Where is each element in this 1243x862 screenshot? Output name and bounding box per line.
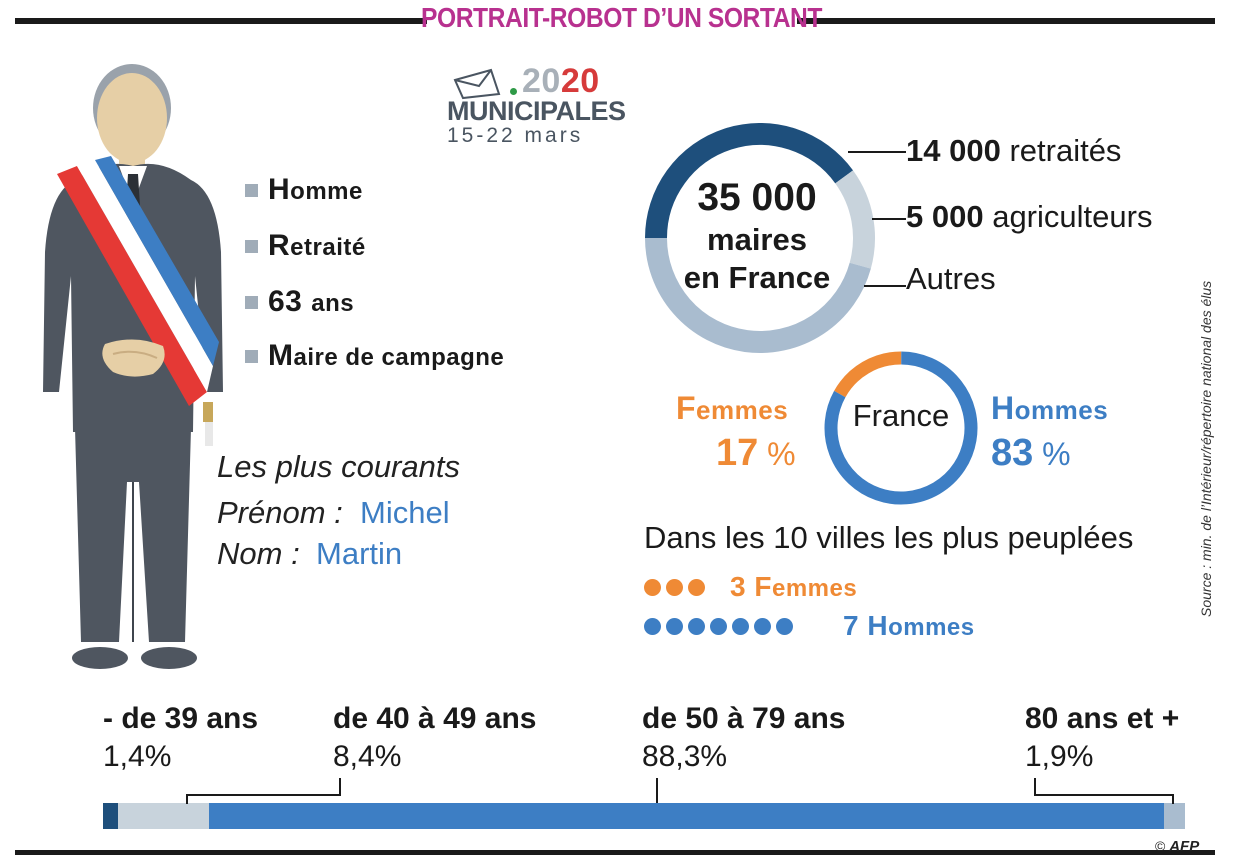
label-agriculteurs: 5 000 agriculteurs (906, 199, 1153, 234)
logo-municipales: MUNICIPALES (447, 96, 626, 126)
connector-80-right (1172, 794, 1174, 804)
footer-rule (15, 850, 1215, 855)
age-label-40-49: de 40 à 49 ans (333, 702, 537, 735)
age-label-50-79: de 50 à 79 ans (642, 702, 846, 735)
femmes-dots (644, 579, 705, 596)
hommes-percent: 83 % (991, 432, 1071, 474)
femmes-dot (666, 579, 683, 596)
logo-dates: 15-22 mars (447, 124, 584, 147)
hommes-dot (666, 618, 683, 635)
connector-40-49-h (186, 794, 341, 796)
hommes-dot (644, 618, 661, 635)
last-name-label: Nom : (217, 536, 300, 571)
connector-80-left (1034, 778, 1036, 796)
profile-bullet-homme: Homme (245, 172, 575, 208)
mayors-total-number: 35 000 (697, 176, 817, 219)
bullet-square (245, 295, 258, 309)
age-segment-40-49 (118, 803, 210, 829)
hommes-dot (776, 618, 793, 635)
mayors-total-line1: maires (707, 222, 807, 257)
donut-slice-agriculteurs (835, 170, 875, 269)
age-label-under-39: - de 39 ans (103, 702, 259, 735)
logo-year: 2020 (522, 62, 600, 100)
femmes-label: Femmes (676, 390, 789, 426)
hommes-dot (688, 618, 705, 635)
connector-40-49-left (186, 794, 188, 804)
age-segment-under-39 (103, 803, 119, 829)
afp-credit: © AFP (1155, 838, 1200, 855)
profile-bullet-retraite: Retraité (245, 228, 575, 264)
age-value-50-79: 88,3% (642, 740, 728, 773)
mayors-donut-chart (645, 123, 875, 353)
header-rule-left (15, 18, 427, 24)
donut-slice-hommes (824, 351, 978, 505)
villes-title: Dans les 10 villes les plus peuplées (644, 520, 1134, 555)
profile-bullet-age: 63 ans (245, 284, 575, 320)
common-names-heading: Les plus courants (217, 449, 460, 484)
age-value-40-49: 8,4% (333, 740, 402, 773)
femmes-count-label: 3 Femmes (730, 571, 858, 602)
hommes-count-label: 7 Hommes (843, 610, 975, 641)
age-value-80-plus: 1,9% (1025, 740, 1094, 773)
first-name-value: Michel (360, 495, 450, 530)
connector-40-49-up (339, 778, 341, 796)
femmes-percent: 17 % (716, 432, 796, 474)
last-name-value: Martin (316, 536, 403, 571)
bullet-square (245, 183, 258, 197)
mayor-figure-illustration (43, 64, 223, 669)
age-value-under-39: 1,4% (103, 740, 172, 773)
femmes-dot (688, 579, 705, 596)
first-name-label: Prénom : (217, 495, 343, 530)
femmes-dot (644, 579, 661, 596)
bullet-square (245, 349, 258, 363)
label-autres: Autres (906, 261, 996, 296)
header-rule-right (797, 18, 1215, 24)
hommes-dot (732, 618, 749, 635)
source-note: Source : min. de l’Intérieur/répertoire … (1198, 280, 1214, 617)
gender-donut-center: France (852, 398, 950, 433)
connector-80-h (1034, 794, 1174, 796)
donut-slice-autres (645, 237, 871, 353)
donut-slice-femmes (834, 351, 902, 398)
bullet-square (245, 239, 258, 253)
mayors-total-line2: en France (683, 260, 831, 295)
label-retraites: 14 000 retraités (906, 133, 1122, 168)
mayors-leader-lines (848, 151, 906, 287)
logo-dot (510, 88, 517, 95)
gender-donut-chart (824, 351, 978, 505)
page-title: PORTRAIT-ROBOT D’UN SORTANT (420, 2, 823, 33)
hommes-dot (754, 618, 771, 635)
donut-slice-retraites (645, 123, 854, 239)
age-label-80-plus: 80 ans et + (1025, 702, 1180, 735)
hommes-dot (710, 618, 727, 635)
age-segment-80-plus (1164, 803, 1185, 829)
age-segment-50-79 (209, 803, 1165, 829)
profile-bullet-maire: Maire de campagne (245, 338, 575, 374)
connector-50-79-up (656, 778, 658, 803)
hommes-label: Hommes (991, 390, 1109, 426)
ballot-envelope-icon (453, 68, 501, 100)
hommes-dots (644, 618, 793, 635)
